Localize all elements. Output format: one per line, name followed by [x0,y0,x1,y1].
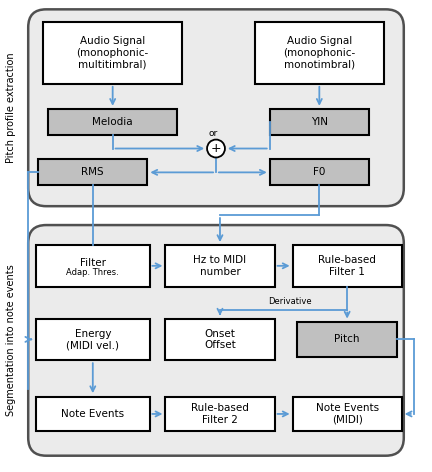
Text: Filter: Filter [80,258,106,268]
FancyBboxPatch shape [292,245,402,287]
Text: Note Events
(MIDI): Note Events (MIDI) [316,403,379,425]
Text: Audio Signal
(monophonic-
multitimbral): Audio Signal (monophonic- multitimbral) [76,36,149,70]
Text: Adap. Thres.: Adap. Thres. [67,268,119,277]
Text: Melodia: Melodia [92,117,133,126]
Text: Hz to MIDI
number: Hz to MIDI number [194,255,247,277]
Text: Derivative: Derivative [268,296,311,305]
Text: Rule-based
Filter 2: Rule-based Filter 2 [191,403,249,425]
Text: Segmentation into note events: Segmentation into note events [6,264,16,416]
Text: or: or [208,129,218,138]
Text: Rule-based
Filter 1: Rule-based Filter 1 [318,255,376,277]
Text: YIN: YIN [311,117,328,126]
FancyBboxPatch shape [43,22,182,84]
Text: Onset
Offset: Onset Offset [204,329,236,350]
FancyBboxPatch shape [165,245,275,287]
FancyBboxPatch shape [255,22,384,84]
Text: Note Events: Note Events [61,409,124,419]
Text: +: + [211,142,221,155]
FancyBboxPatch shape [165,396,275,431]
FancyBboxPatch shape [36,396,150,431]
Text: Energy
(MIDI vel.): Energy (MIDI vel.) [66,329,119,350]
FancyBboxPatch shape [292,396,402,431]
Text: RMS: RMS [82,168,104,177]
Text: Audio Signal
(monophonic-
monotimbral): Audio Signal (monophonic- monotimbral) [283,36,356,70]
Text: F0: F0 [313,168,326,177]
FancyBboxPatch shape [36,245,150,287]
FancyBboxPatch shape [28,225,404,455]
Text: Pitch profile extraction: Pitch profile extraction [6,52,16,163]
FancyBboxPatch shape [270,109,369,135]
FancyBboxPatch shape [298,322,397,357]
Circle shape [207,140,225,158]
FancyBboxPatch shape [36,319,150,360]
FancyBboxPatch shape [48,109,177,135]
FancyBboxPatch shape [270,160,369,185]
FancyBboxPatch shape [165,319,275,360]
Text: Pitch: Pitch [334,334,360,345]
FancyBboxPatch shape [28,9,404,206]
FancyBboxPatch shape [38,160,147,185]
